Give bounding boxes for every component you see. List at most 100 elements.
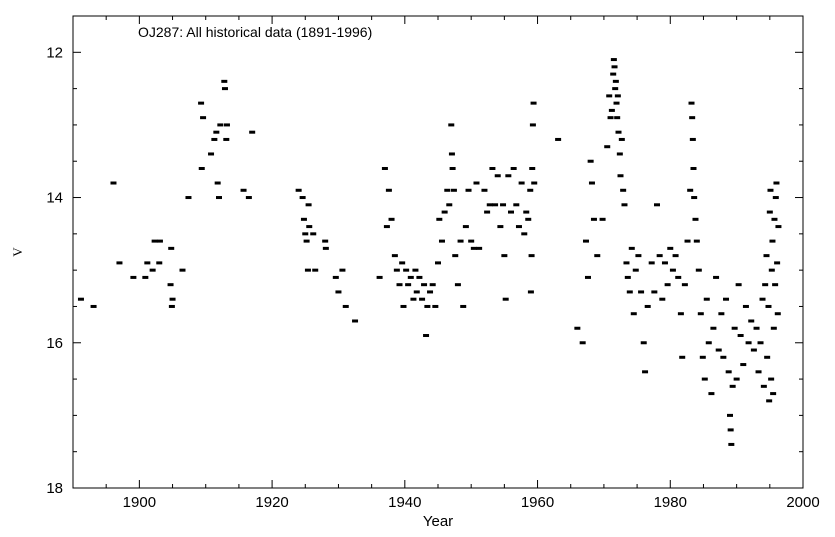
data-point [745, 341, 752, 345]
data-point [594, 254, 601, 258]
data-point [710, 326, 717, 330]
data-point [156, 261, 163, 265]
data-point [769, 239, 776, 243]
data-point [492, 203, 499, 207]
data-point [403, 268, 410, 272]
data-point [427, 290, 434, 294]
data-point [77, 297, 84, 301]
data-point [501, 254, 508, 258]
data-point [632, 268, 639, 272]
data-point [429, 283, 436, 287]
data-point [695, 268, 702, 272]
data-point [525, 217, 532, 221]
data-point [661, 261, 668, 265]
data-point [770, 326, 777, 330]
data-point [768, 377, 775, 381]
data-point [399, 261, 406, 265]
data-point [486, 203, 493, 207]
data-point [300, 217, 307, 221]
data-point [335, 290, 342, 294]
data-point [675, 275, 682, 279]
data-point [240, 188, 247, 192]
data-point [614, 116, 621, 120]
data-point [305, 203, 312, 207]
data-point [448, 123, 455, 127]
data-point [465, 188, 472, 192]
data-point [677, 312, 684, 316]
data-point [748, 319, 755, 323]
data-point [376, 275, 383, 279]
data-point [198, 101, 205, 105]
x-tick-label: 1900 [123, 494, 156, 511]
x-tick-label: 1940 [388, 494, 421, 511]
data-point [332, 275, 339, 279]
data-point [775, 225, 782, 229]
data-point [644, 304, 651, 308]
data-point [295, 188, 302, 192]
data-point [342, 304, 349, 308]
data-point [587, 159, 594, 163]
data-point [400, 304, 407, 308]
data-point [518, 181, 525, 185]
data-point [508, 210, 514, 214]
data-point [755, 370, 762, 374]
data-point [110, 181, 117, 185]
data-point [774, 261, 781, 265]
data-point [200, 116, 207, 120]
data-point [528, 254, 535, 258]
x-tick-label: 1960 [521, 494, 554, 511]
data-point [302, 232, 309, 236]
data-point [515, 225, 522, 229]
data-point [130, 275, 137, 279]
data-point [223, 137, 230, 141]
data-point [760, 384, 767, 388]
data-point [608, 108, 615, 112]
data-point [450, 188, 457, 192]
data-point [214, 181, 221, 185]
data-point [473, 181, 480, 185]
data-point [718, 312, 725, 316]
data-point [438, 239, 445, 243]
data-point [168, 304, 175, 308]
data-point [423, 334, 430, 338]
data-point [413, 290, 420, 294]
data-point [762, 283, 769, 287]
data-point [494, 174, 501, 178]
data-point [530, 101, 537, 105]
data-point [481, 188, 488, 192]
data-point [618, 137, 625, 141]
data-point [527, 188, 534, 192]
data-point [697, 312, 704, 316]
data-point [693, 239, 700, 243]
data-point [604, 145, 611, 149]
data-point [90, 304, 97, 308]
data-point [312, 268, 319, 272]
data-point [612, 79, 619, 83]
data-point [610, 72, 617, 76]
data-point [616, 152, 623, 156]
data-points [77, 58, 782, 446]
x-axis-label: Year [423, 513, 453, 530]
data-point [753, 326, 760, 330]
data-point [612, 87, 619, 91]
data-point [523, 210, 530, 214]
data-point [640, 341, 647, 345]
x-tick-label: 2000 [786, 494, 819, 511]
data-point [144, 261, 151, 265]
data-point [774, 312, 781, 316]
data-point [690, 166, 697, 170]
data-point [476, 246, 483, 250]
data-point [322, 246, 329, 250]
data-point [421, 283, 428, 287]
data-point [720, 355, 727, 359]
data-point [310, 232, 317, 236]
data-point [705, 341, 712, 345]
data-point [765, 304, 772, 308]
data-point [223, 123, 230, 127]
data-point [725, 370, 732, 374]
data-point [759, 297, 766, 301]
data-point [531, 181, 538, 185]
data-point [245, 196, 252, 200]
data-point [179, 268, 186, 272]
